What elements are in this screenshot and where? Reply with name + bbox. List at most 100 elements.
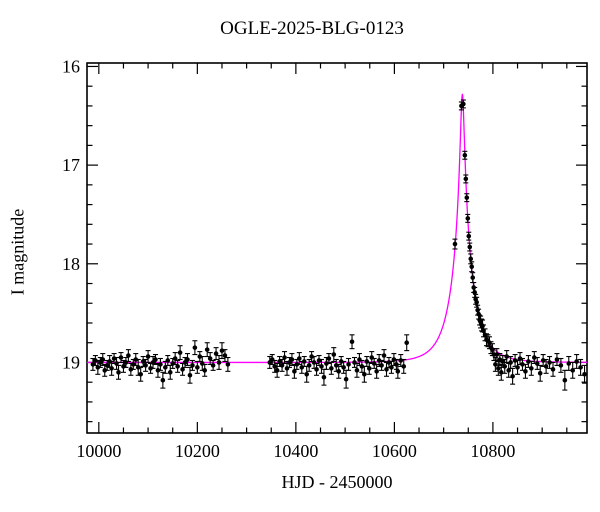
data-point [343,376,349,382]
data-point [309,354,314,359]
data-point [121,364,126,369]
data-point [369,355,375,360]
data-point [554,357,560,362]
data-point [508,360,513,365]
data-point [199,361,205,366]
data-point [462,152,468,158]
data-point [467,244,473,250]
data-point [329,366,334,371]
data-point [482,332,488,338]
data-point [395,369,401,374]
data-point [274,368,280,373]
data-point [219,348,225,353]
x-tick-label: 10400 [273,441,318,461]
data-point [326,356,332,361]
data-point [216,360,222,365]
data-point [282,355,287,360]
model-curve [86,93,588,364]
data-point [493,362,498,367]
data-point [116,370,121,375]
data-point [170,361,176,366]
x-tick-labels: 10000 10200 10400 10600 10800 [76,441,515,461]
data-point [225,362,231,367]
data-point [107,359,112,364]
data-point [175,364,180,369]
data-point [158,362,163,367]
data-point [102,368,108,373]
data-point [517,356,523,361]
data-point [510,373,515,379]
data-point [398,358,404,363]
x-tick-label: 10600 [372,441,417,461]
data-point [466,233,472,239]
data-point [359,364,365,369]
data-point [404,340,410,346]
y-tick-label: 18 [62,254,80,274]
data-point [537,371,543,376]
data-point [299,365,305,370]
data-point [213,351,219,356]
data-point [324,361,329,366]
data-point [506,368,511,373]
data-point [187,372,193,378]
data-point [148,366,153,371]
data-point [190,363,195,368]
data-point [292,369,297,374]
chart-title: OGLE-2025-BLG-0123 [220,18,404,39]
data-point [574,359,579,364]
data-point [100,357,106,362]
data-point [461,101,466,107]
data-point [311,360,317,365]
data-point [529,366,534,371]
data-point [475,307,480,313]
axis-ticks [87,63,587,433]
data-point [346,362,351,367]
data-point [319,364,324,369]
data-point [279,363,285,368]
data-point [364,359,370,364]
data-point [207,356,213,361]
data-point [269,357,275,362]
data-point [391,357,397,362]
data-point [498,370,504,375]
data-point [301,359,307,364]
data-point [502,364,508,369]
data-point [357,357,362,362]
data-point [284,366,290,371]
data-point [331,352,337,357]
data-point [578,365,583,370]
x-axis-title: HJD - 2450000 [281,472,393,492]
data-point [336,369,342,374]
data-point [512,358,518,363]
data-point [394,362,399,367]
x-tick-label: 10800 [470,441,515,461]
data-point [126,353,131,358]
data-point [376,358,382,363]
data-point [306,363,312,368]
y-tick-label: 19 [62,352,80,372]
data-point [294,362,300,367]
data-point [138,371,143,377]
data-point [90,362,96,367]
data-point [338,359,344,364]
data-point [534,361,540,366]
data-point [490,347,495,352]
data-point [487,340,492,346]
data-point [526,359,531,364]
plot-frame [86,62,588,434]
data-point [143,363,148,368]
data-point [192,345,198,350]
data-point [163,365,168,370]
data-point [381,353,387,358]
y-tick-labels: 16 17 18 19 [62,56,80,372]
data-point [386,360,392,365]
data-point [494,352,500,357]
data-point [374,369,379,374]
data-point [341,365,346,370]
y-tick-label: 16 [62,56,80,76]
data-point [204,347,210,352]
data-point [349,339,355,345]
data-point [304,371,310,377]
data-point [480,323,485,329]
